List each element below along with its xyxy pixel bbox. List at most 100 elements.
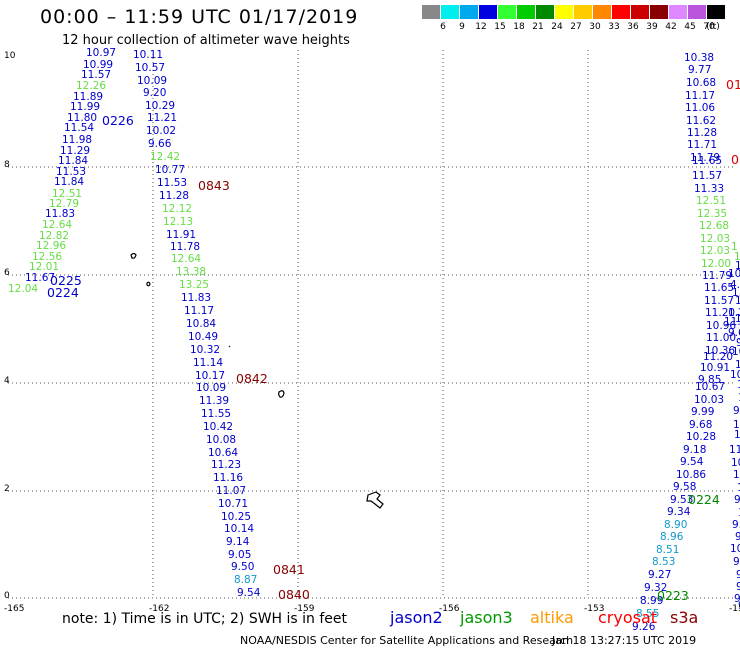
legend-label: 18 [513, 22, 525, 32]
wave-height-value: 10. [737, 482, 740, 494]
wave-height-value: 9.27 [648, 569, 671, 581]
wave-height-value: 11.07 [216, 485, 246, 497]
legend-swatch [555, 5, 574, 19]
wave-height-value: 11.21 [147, 112, 177, 124]
lat-tick-label: 2 [4, 484, 10, 494]
wave-height-value: 1 [738, 331, 740, 343]
wave-height-value: 11.20 [705, 307, 735, 319]
wave-height-value: 11.57 [692, 170, 722, 182]
legend-swatch [517, 5, 536, 19]
wave-height-value: 1.20 [728, 307, 740, 319]
wave-height-value: 11.62 [686, 115, 716, 127]
lat-tick-label: 10 [4, 51, 16, 61]
wave-height-value: 10.97 [86, 47, 116, 59]
wave-height-value: 10.08 [206, 434, 236, 446]
lon-tick-label: -153 [584, 604, 604, 614]
wave-height-value: 10.11 [133, 49, 163, 61]
legend-unit: (ft) [706, 22, 720, 32]
island-molokini [228, 345, 231, 348]
wave-height-value: 9.67 [728, 327, 740, 339]
wave-height-value: 10.79 [732, 346, 740, 358]
wave-height-value: 9. [732, 519, 740, 531]
wave-height-value: 8.53 [652, 556, 675, 568]
legend-swatch [669, 5, 688, 19]
legend-swatch [441, 5, 460, 19]
wave-height-value: 9.54 [237, 587, 261, 599]
wave-height-value: 8.51 [656, 544, 679, 556]
wave-height-value: 12.04 [8, 283, 38, 295]
credit-line: NOAA/NESDIS Center for Satellite Applica… [240, 634, 574, 647]
wave-height-value: 9.53 [670, 494, 693, 506]
legend-label: 24 [551, 22, 563, 32]
wave-height-value: 11.06 [685, 102, 715, 114]
lon-tick-label: -165 [4, 604, 24, 614]
wave-height-value: 10.09 [137, 75, 167, 87]
wave-height-value: 11.00 [706, 332, 736, 344]
wave-height-value: 11.29 [60, 145, 90, 157]
legend-label: 39 [646, 22, 658, 32]
pass-time-label: 0843 [198, 178, 230, 193]
wave-height-value: 11.3 [737, 379, 740, 391]
legend-swatch [422, 5, 441, 19]
wave-height-value: 11.39 [199, 395, 229, 407]
wave-height-value: 10.28 [686, 431, 716, 443]
wave-height-value: 8.99 [640, 595, 663, 607]
wave-height-value: 12.03 [700, 245, 730, 257]
pass-time-label: 0223 [657, 588, 689, 603]
wave-height-value: 1.57 [735, 295, 740, 307]
wave-height-value: 10.17 [195, 370, 225, 382]
wave-height-value: 12.56 [32, 251, 62, 263]
wave-height-value: 13.38 [176, 266, 206, 278]
map-subtitle: 12 hour collection of altimeter wave hei… [62, 33, 350, 48]
footer-note: note: 1) Time is in UTC; 2) SWH is in fe… [62, 611, 348, 627]
pass-time-label: 0226 [102, 113, 134, 128]
wave-height-value: 11.23 [211, 459, 241, 471]
wave-height-value: 10.64 [208, 447, 238, 459]
pass-time-label: 0224 [47, 285, 79, 300]
wave-height-value: 9.85 [698, 374, 721, 386]
axis-ticks: -165-162-159-156-153-1500246810 [4, 51, 740, 614]
lat-tick-label: 6 [4, 268, 10, 278]
wave-height-value: 10.38 [684, 52, 714, 64]
wave-height-value: 9. [734, 593, 740, 605]
wave-height-value: 10.29 [145, 100, 175, 112]
wave-height-value: 10.32 [190, 344, 220, 356]
wave-height-value: 1.50 [732, 287, 740, 299]
wave-height-value: 11.65 [692, 155, 722, 167]
wave-height-value: 1 [735, 260, 740, 272]
legend-swatch [574, 5, 593, 19]
satellite-jason2: jason2 [390, 608, 443, 627]
wave-height-value: 10.91 [700, 362, 730, 374]
wave-height-value: 12.12 [162, 203, 192, 215]
wave-height-value: 1 [735, 313, 740, 325]
legend-label: 30 [589, 22, 601, 32]
wave-height-value: 10.42 [203, 421, 233, 433]
wave-height-value: 11.55 [201, 408, 231, 420]
wave-height-value: 11.57 [704, 295, 734, 307]
pass-time-label: 0 [731, 152, 739, 167]
wave-height-value: 9. [736, 569, 740, 581]
wave-height-value: 11.53 [157, 177, 187, 189]
legend-swatch [688, 5, 707, 19]
legend-swatch [631, 5, 650, 19]
legend-label: 9 [459, 22, 465, 32]
wave-height-value: 12.26 [76, 80, 106, 92]
wave-height-value: 8.87 [234, 574, 257, 586]
wave-height-value: 11.99 [70, 101, 100, 113]
wave-height-value: 12.64 [171, 253, 201, 265]
wave-height-value: 12.64 [42, 219, 72, 231]
wave-height-value: 1 [734, 251, 740, 263]
wave-height-value: 8.96 [660, 531, 684, 543]
legend-swatch [650, 5, 669, 19]
pass-time-label: 0225 [50, 273, 82, 288]
wave-height-value: 11.28 [687, 127, 717, 139]
wave-height-value: 11.89 [73, 91, 103, 103]
wave-height-value: 11.84 [58, 155, 88, 167]
wave-height-value: 11.80 [67, 112, 97, 124]
legend-swatch [498, 5, 517, 19]
legend-label: 15 [494, 22, 506, 32]
island-big-island [366, 491, 384, 509]
legend-label: 70 [703, 22, 715, 32]
wave-height-value: 10.99 [83, 59, 113, 71]
